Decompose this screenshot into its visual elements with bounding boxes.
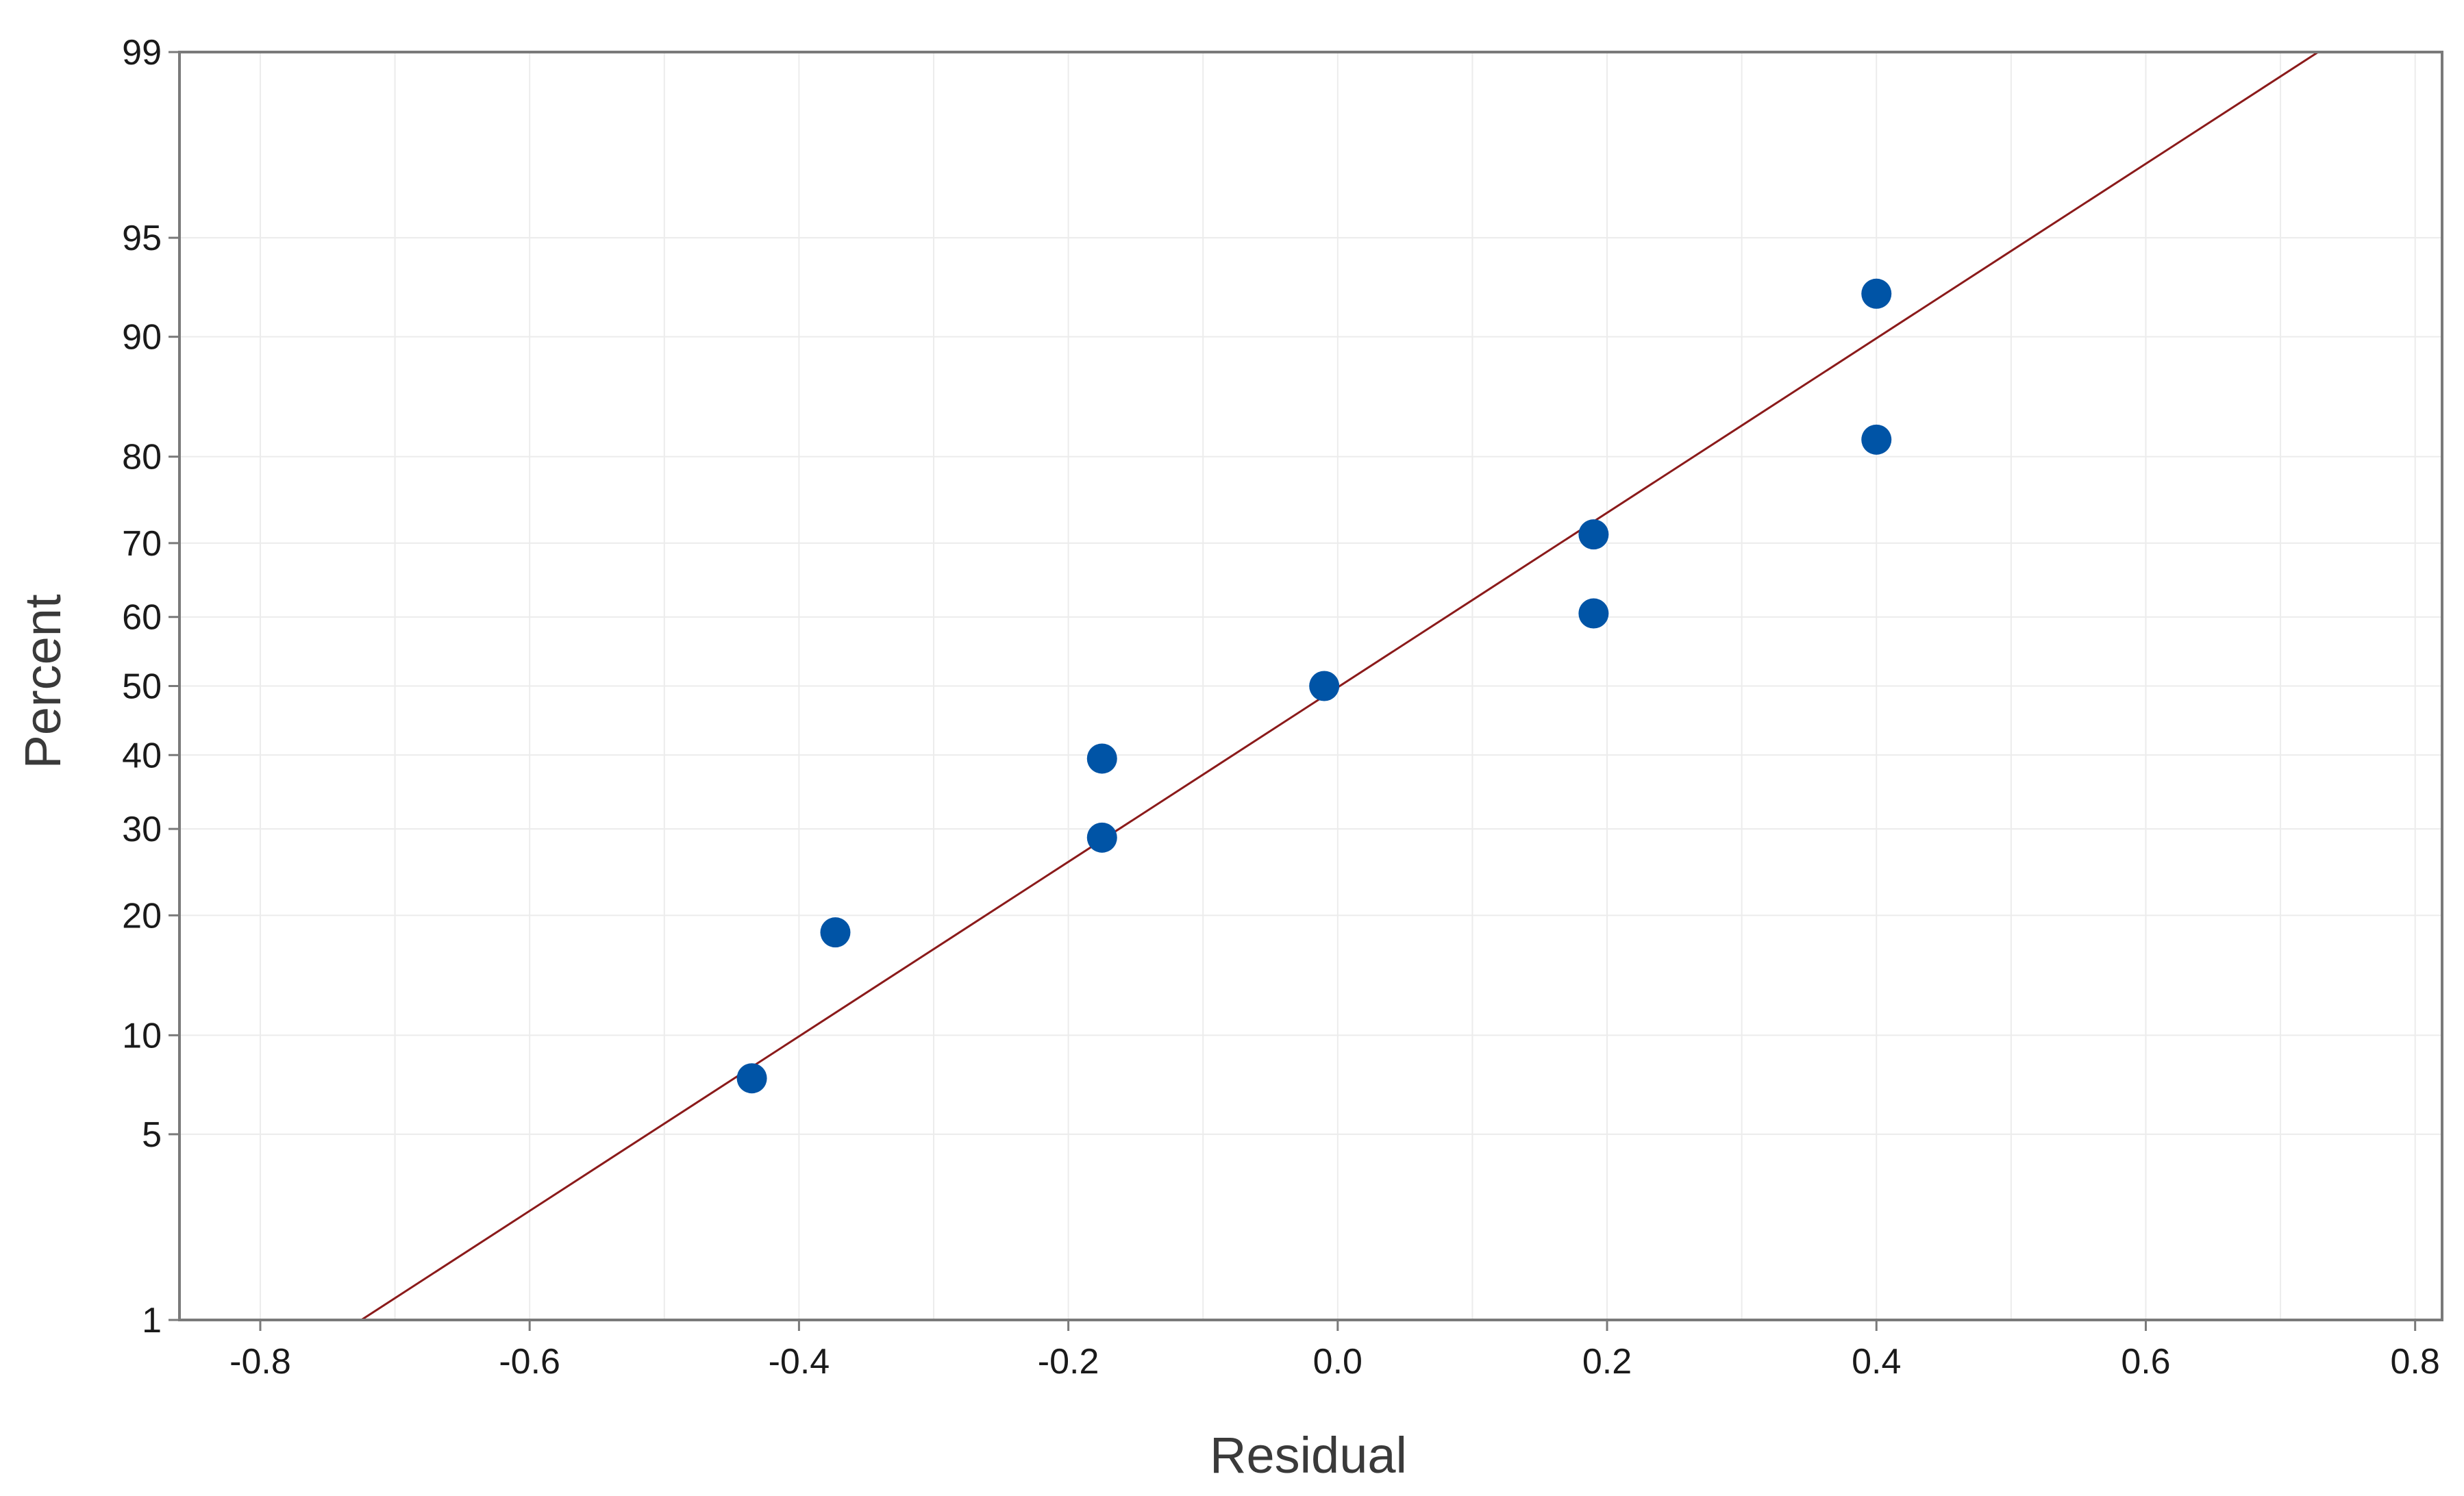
x-tick-label: 0.0 bbox=[1313, 1342, 1362, 1382]
y-tick-label: 20 bbox=[122, 896, 162, 936]
y-tick-label: 1 bbox=[142, 1301, 162, 1341]
x-tick-label: 0.4 bbox=[1852, 1342, 1901, 1382]
y-tick-label: 99 bbox=[122, 33, 162, 73]
y-tick-label: 50 bbox=[122, 667, 162, 707]
y-tick-label: 5 bbox=[142, 1115, 162, 1155]
data-point bbox=[1578, 519, 1609, 550]
x-tick-label: -0.2 bbox=[1038, 1342, 1099, 1382]
data-point bbox=[820, 917, 851, 948]
x-tick-label: 0.8 bbox=[2391, 1342, 2440, 1382]
y-tick-label: 70 bbox=[122, 524, 162, 564]
data-point bbox=[1086, 822, 1117, 853]
x-tick-label: -0.6 bbox=[499, 1342, 560, 1382]
x-tick-label: -0.4 bbox=[769, 1342, 830, 1382]
data-point bbox=[1578, 598, 1609, 629]
y-tick-label: 40 bbox=[122, 736, 162, 775]
data-point bbox=[1861, 424, 1892, 455]
x-tick-label: -0.8 bbox=[229, 1342, 291, 1382]
data-point bbox=[1309, 671, 1340, 701]
y-tick-label: 95 bbox=[122, 219, 162, 258]
y-tick-label: 60 bbox=[122, 598, 162, 638]
x-axis-ticks: -0.8 -0.6 -0.4 -0.2 0.0 0.2 0.4 0.6 0.8 bbox=[229, 1320, 2440, 1382]
y-tick-label: 30 bbox=[122, 810, 162, 849]
x-axis-title: Residual bbox=[1210, 1427, 1407, 1484]
y-tick-label: 90 bbox=[122, 318, 162, 358]
data-point bbox=[1086, 743, 1117, 774]
y-tick-label: 10 bbox=[122, 1016, 162, 1056]
y-axis-title: Percent bbox=[14, 594, 71, 769]
data-point bbox=[1861, 278, 1892, 309]
fit-line bbox=[360, 51, 2319, 1321]
data-points bbox=[736, 278, 1892, 1094]
data-point bbox=[736, 1063, 767, 1094]
x-tick-label: 0.2 bbox=[1582, 1342, 1632, 1382]
y-tick-label: 80 bbox=[122, 438, 162, 477]
y-axis-ticks: 1 5 10 20 30 40 50 60 70 80 90 95 99 bbox=[122, 33, 179, 1341]
x-tick-label: 0.6 bbox=[2121, 1342, 2170, 1382]
fit-line-layer bbox=[360, 51, 2319, 1321]
